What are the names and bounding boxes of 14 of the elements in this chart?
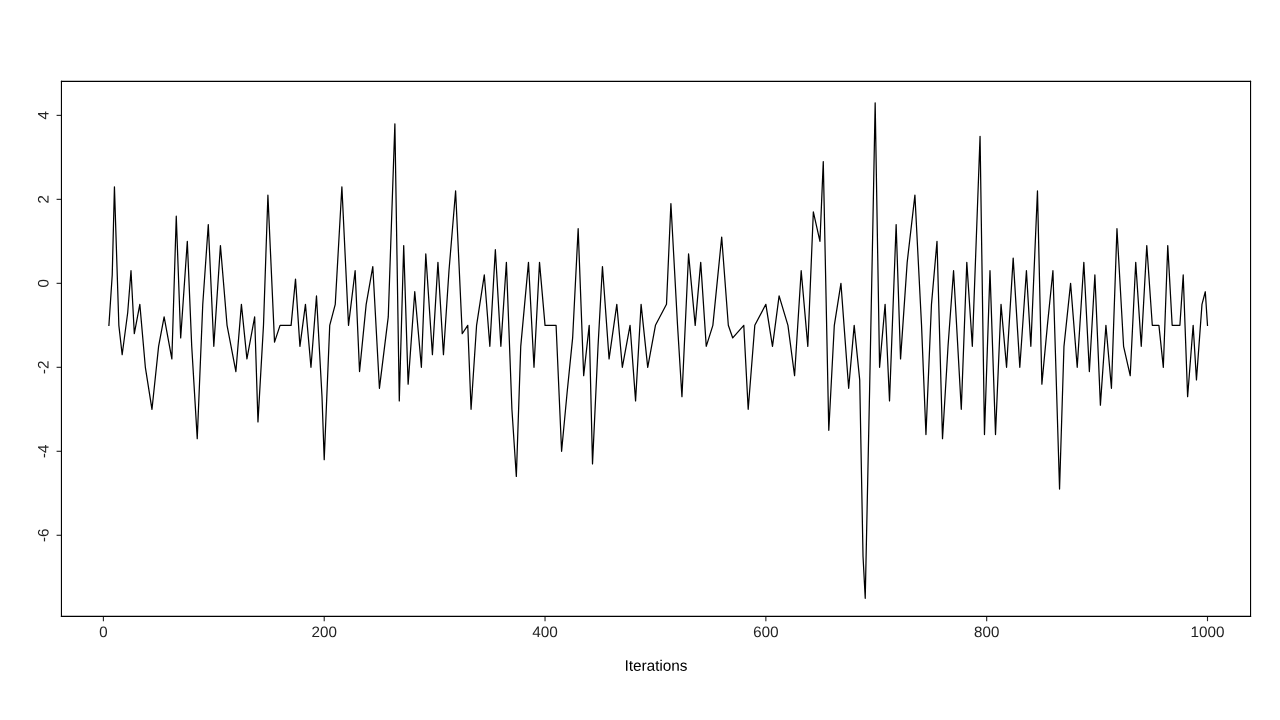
x-tick-label: 800 xyxy=(974,626,999,638)
y-tick-label: 4 xyxy=(38,111,49,120)
y-tick-label: -2 xyxy=(37,361,49,374)
line-series xyxy=(108,102,1209,599)
x-tick-label: 400 xyxy=(532,626,558,638)
y-tick-label: -4 xyxy=(38,444,49,458)
x-tick-label: 0 xyxy=(99,626,108,638)
y-tick-label: -6 xyxy=(37,529,49,542)
y-tick-label: 2 xyxy=(37,195,49,203)
y-tick-label: 0 xyxy=(37,279,49,287)
x-axis-title: Iterations xyxy=(625,659,687,671)
x-tick-label: 1000 xyxy=(1191,626,1224,638)
x-tick-label: 600 xyxy=(753,626,779,638)
x-tick-label: 200 xyxy=(312,626,337,638)
